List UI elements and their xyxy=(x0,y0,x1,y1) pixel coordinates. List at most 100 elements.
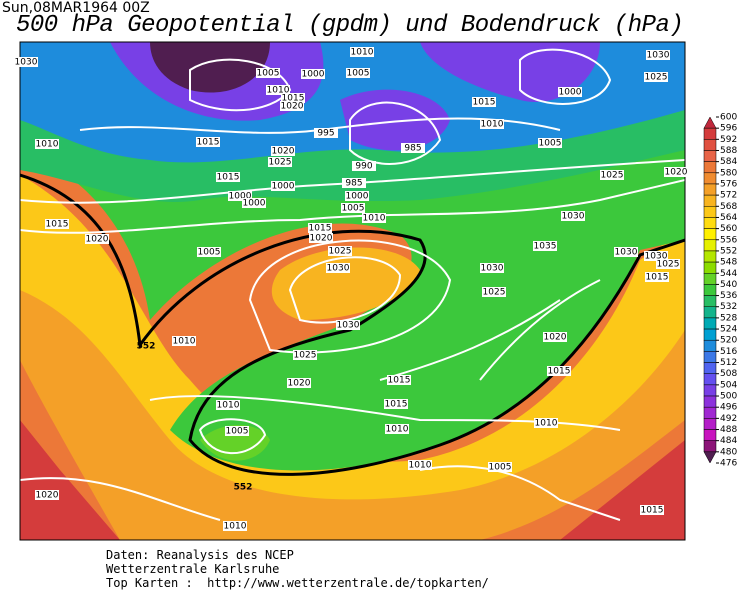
isobar-label-bg xyxy=(14,57,38,67)
isobar-label-bg xyxy=(35,490,59,500)
colorbar-segment xyxy=(703,161,717,174)
isobar-label: 1005 xyxy=(539,139,562,149)
colorbar-label: 596 xyxy=(720,124,737,134)
colorbar-segment xyxy=(703,418,717,430)
colorbar-label: 560 xyxy=(720,224,737,234)
isobar-label: 1020 xyxy=(288,379,311,389)
colorbar-segment xyxy=(703,306,717,319)
isobar-label: 1015 xyxy=(282,94,305,104)
isobar-label: 1010 xyxy=(351,48,374,58)
isobar-label: 1025 xyxy=(645,73,668,83)
colorbar-label: 492 xyxy=(720,414,737,424)
isobar-label: 1000 xyxy=(229,192,252,202)
isobar-label-bg xyxy=(172,336,196,346)
isobar-label: 1010 xyxy=(409,461,432,471)
isobar-label: 1035 xyxy=(534,242,557,252)
isobar-label: 1020 xyxy=(272,147,295,157)
isobar-label: 1005 xyxy=(198,248,221,258)
isobar-label-bg xyxy=(558,87,582,97)
isobar-label-bg xyxy=(268,157,292,167)
colorbar-label: 512 xyxy=(720,358,737,368)
colorbar-label: 576 xyxy=(720,179,737,189)
isobar-label: 1020 xyxy=(281,102,304,112)
isobar-label-bg xyxy=(45,219,69,229)
isobar-label: 1015 xyxy=(473,98,496,108)
colorbar-segment xyxy=(703,172,717,185)
isobar-label: 1015 xyxy=(197,138,220,148)
isobar-label-bg xyxy=(385,424,409,434)
date: Sun,08MAR1964 00Z xyxy=(2,0,150,16)
colorbar-label: 500 xyxy=(720,392,737,402)
isobar-label: 1010 xyxy=(267,86,290,96)
isobar-label-bg xyxy=(472,97,496,107)
colorbar-label: 592 xyxy=(720,135,737,145)
isobar-label: 1030 xyxy=(647,51,670,61)
colorbar-segment xyxy=(703,239,717,252)
isobar-label: 1000 xyxy=(272,182,295,192)
isobar-label-bg xyxy=(301,69,325,79)
isobar-label: 1010 xyxy=(386,425,409,435)
footer-line: Wetterzentrale Karlsruhe xyxy=(106,562,280,576)
colorbar-label: 584 xyxy=(720,157,737,167)
isobar-label-bg xyxy=(401,143,425,153)
isobar-label: 1030 xyxy=(327,264,350,274)
isobar-label-bg xyxy=(242,198,266,208)
isobar-label: 1015 xyxy=(385,400,408,410)
isobar-label: 1015 xyxy=(217,173,240,183)
height-label: 552 xyxy=(234,483,253,493)
isobar-label: 1030 xyxy=(562,212,585,222)
isobar-label-bg xyxy=(216,400,240,410)
isobar-label-bg xyxy=(543,332,567,342)
isobar-label-bg xyxy=(350,47,374,57)
isobar-label: 1025 xyxy=(269,158,292,168)
colorbar-segment xyxy=(703,339,717,352)
isobar-label: 1020 xyxy=(310,234,333,244)
colorbar-label: 536 xyxy=(720,291,737,301)
isobar-label-bg xyxy=(326,263,350,273)
colorbar-segment xyxy=(703,127,717,140)
isobar-label-bg xyxy=(538,138,562,148)
colorbar-segment xyxy=(703,440,717,453)
isobar-label-bg xyxy=(197,247,221,257)
isobar-label: 1020 xyxy=(86,235,109,245)
isobar-label: 1000 xyxy=(559,88,582,98)
colorbar-label: 572 xyxy=(720,191,737,201)
isobar-label: 985 xyxy=(404,144,421,154)
colorbar-label: 540 xyxy=(720,280,737,290)
isobar-label-bg xyxy=(408,460,432,470)
colorbar-label: 520 xyxy=(720,336,737,346)
isobar-label: 1005 xyxy=(226,427,249,437)
isobar-label-bg xyxy=(271,181,295,191)
colorbar-label: 568 xyxy=(720,202,737,212)
colorbar-segment xyxy=(703,250,717,263)
colorbar-segment xyxy=(703,384,717,397)
isobar-label: 1010 xyxy=(173,337,196,347)
colorbar-segment xyxy=(703,295,717,307)
height-field xyxy=(20,42,685,540)
colorbar-label: 600 xyxy=(720,113,737,123)
colorbar-segment xyxy=(703,206,717,218)
isobar-label: 1010 xyxy=(363,214,386,224)
isobar-label: 1015 xyxy=(646,273,669,283)
isobar-label: 1015 xyxy=(548,367,571,377)
colorbar-segment xyxy=(703,116,717,129)
isobar-label-bg xyxy=(352,161,376,171)
isobar-label-bg xyxy=(216,172,240,182)
isobar-label-bg xyxy=(314,128,338,138)
colorbar-segment xyxy=(703,261,717,274)
isobar-label-bg xyxy=(533,241,557,251)
height-label: 552 xyxy=(137,342,156,352)
isobar-label-bg xyxy=(644,72,668,82)
colorbar-label: 548 xyxy=(720,258,737,268)
isobar-label-bg xyxy=(85,234,109,244)
isobar-label-bg xyxy=(223,521,247,531)
colorbar-label: 484 xyxy=(720,436,737,446)
isobar-label-bg xyxy=(35,139,59,149)
isobar-label: 1025 xyxy=(483,288,506,298)
isobar-label: 1015 xyxy=(388,376,411,386)
colorbar-label: 532 xyxy=(720,302,737,312)
colorbar-segment xyxy=(703,183,717,196)
isobar-label: 1010 xyxy=(36,140,59,150)
colorbar-segment xyxy=(703,406,717,419)
